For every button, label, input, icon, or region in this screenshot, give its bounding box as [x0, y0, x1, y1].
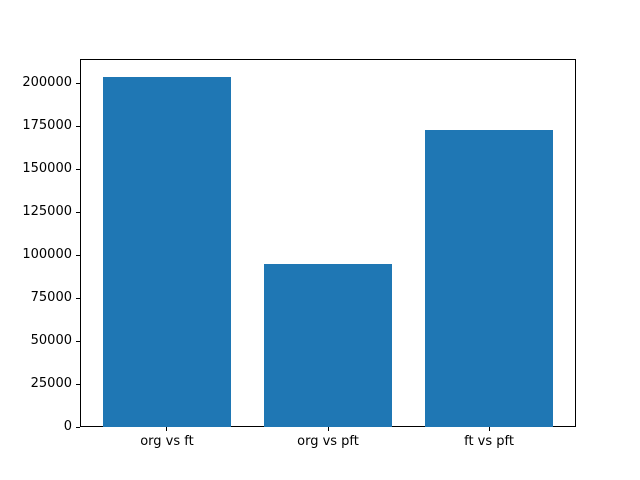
- bar-ft-vs-pft: [424, 129, 554, 427]
- y-tick-mark: [76, 383, 80, 385]
- y-tick-label: 25000: [30, 376, 72, 392]
- x-tick-mark: [166, 427, 168, 431]
- y-tick-label: 50000: [30, 333, 72, 349]
- y-tick-mark: [76, 168, 80, 170]
- y-tick-label: 0: [63, 419, 72, 434]
- y-tick-mark: [76, 125, 80, 127]
- x-tick-mark: [488, 427, 490, 431]
- y-tick-label: 150000: [22, 161, 72, 177]
- y-tick-mark: [76, 340, 80, 342]
- bar-org-vs-ft: [102, 76, 232, 427]
- y-tick-label: 100000: [22, 247, 72, 263]
- y-tick-mark: [76, 426, 80, 428]
- y-tick-label: 175000: [22, 118, 72, 134]
- bar-org-vs-pft: [263, 263, 393, 427]
- y-tick-mark: [76, 297, 80, 299]
- x-tick-label: ft vs pft: [464, 434, 514, 449]
- x-tick-mark: [327, 427, 329, 431]
- y-tick-label: 75000: [30, 290, 72, 306]
- x-tick-label: org vs ft: [140, 434, 194, 449]
- x-tick-label: org vs pft: [297, 434, 359, 449]
- y-tick-label: 200000: [22, 75, 72, 91]
- y-tick-mark: [76, 82, 80, 84]
- y-tick-label: 125000: [22, 204, 72, 220]
- y-tick-mark: [76, 254, 80, 256]
- y-tick-mark: [76, 211, 80, 213]
